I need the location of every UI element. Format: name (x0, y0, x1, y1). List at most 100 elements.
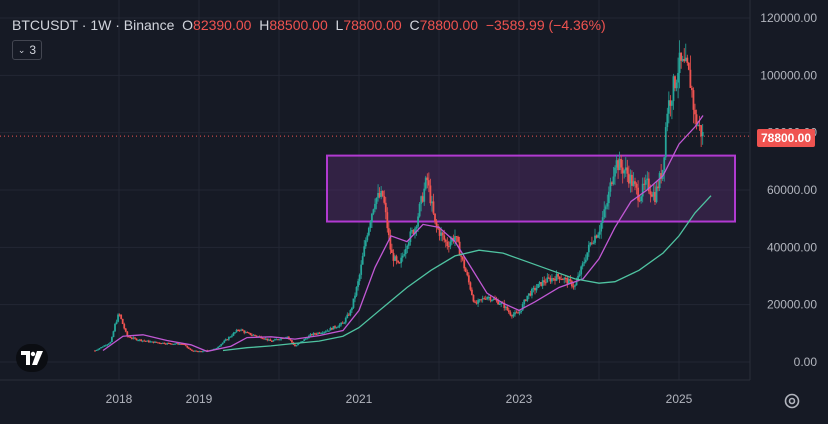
candle-body (467, 275, 470, 283)
candles (94, 40, 704, 353)
x-tick-label: 2021 (346, 392, 373, 406)
y-tick-label: 0.00 (794, 355, 818, 369)
candle-body (309, 334, 312, 336)
candle-body (649, 191, 652, 195)
candle-body (695, 114, 698, 126)
candle-body (651, 194, 653, 197)
candle-body (332, 326, 335, 330)
candle-body (217, 346, 219, 349)
candle-body (417, 216, 419, 227)
candle-body (538, 282, 541, 285)
candle-body (201, 351, 204, 353)
candle-body (511, 315, 513, 317)
candle-body (134, 337, 136, 339)
candle-body (483, 298, 486, 300)
candle-body (123, 324, 126, 329)
candle-body (181, 343, 184, 345)
candle-body (335, 327, 338, 329)
candle-body (351, 307, 353, 311)
candle-body (363, 246, 366, 257)
candle-body (341, 322, 344, 324)
candle-body (311, 334, 313, 336)
candle-body (407, 242, 410, 246)
candle-body (224, 339, 227, 341)
low-value: 78800.00 (343, 17, 402, 33)
candle-body (147, 340, 150, 343)
candle-body (664, 127, 667, 158)
candle-body (444, 239, 447, 242)
candle-body (297, 343, 299, 346)
candle-body (594, 235, 596, 243)
chevron-down-icon: ⌄ (17, 44, 26, 55)
y-axis: 0.0020000.0040000.0060000.0080000.001000… (749, 0, 818, 380)
candle-body (689, 69, 692, 88)
x-tick-label: 2023 (506, 392, 533, 406)
candle-body (317, 332, 319, 335)
candle-body (184, 344, 187, 346)
candle-body (474, 301, 476, 303)
moving-average-long (222, 195, 712, 352)
candle-body (112, 331, 115, 338)
candle-body (287, 336, 290, 339)
candle-body (197, 351, 199, 353)
symbol-header: BTCUSDT · 1W · Binance O82390.00 H88500.… (12, 17, 606, 33)
candle-body (532, 287, 535, 289)
candle-body (106, 344, 109, 346)
candle-body (215, 348, 218, 350)
candle-body (543, 280, 546, 283)
y-tick-label: 40000.00 (767, 240, 817, 254)
candle-body (291, 340, 293, 343)
symbol[interactable]: BTCUSDT (12, 17, 78, 33)
candle-body (154, 341, 156, 343)
candle-body (517, 312, 519, 314)
candle-body (455, 236, 458, 238)
candle-body (183, 344, 186, 346)
candle-body (231, 335, 233, 337)
candle-body (289, 338, 292, 341)
candle-body (609, 182, 612, 192)
candle-body (497, 300, 499, 305)
candle-body (272, 340, 275, 342)
candle-body (500, 302, 503, 304)
candle-body (406, 245, 409, 249)
candle-body (629, 174, 632, 184)
candle-body (95, 349, 98, 351)
candle-body (140, 339, 143, 342)
candle-body (149, 341, 152, 343)
candle-body (167, 343, 170, 345)
candle-body (544, 282, 547, 284)
candle-body (329, 327, 332, 331)
candle-body (694, 109, 696, 115)
candle-body (600, 223, 603, 232)
candle-body (552, 278, 555, 280)
candle-body (691, 87, 693, 91)
candle-body (367, 227, 370, 236)
candle-body (640, 196, 643, 202)
interval[interactable]: 1W (90, 17, 112, 33)
candle-body (141, 340, 144, 342)
candle-body (175, 343, 178, 345)
candle-body (698, 125, 701, 127)
candle-body (114, 323, 116, 332)
candle-body (161, 342, 164, 344)
candle-body (614, 167, 616, 177)
candle-body (235, 329, 238, 333)
candle-body (155, 341, 158, 343)
candle-body (346, 314, 349, 318)
candle-body (661, 169, 664, 179)
gear-icon[interactable] (782, 391, 802, 411)
candle-body (369, 222, 372, 228)
candle-body (524, 299, 527, 301)
candle-body (246, 332, 249, 334)
indicators-toggle-button[interactable]: ⌄ 3 (12, 40, 42, 60)
candle-body (687, 62, 690, 70)
tradingview-logo-icon[interactable] (16, 344, 48, 372)
candle-body (671, 101, 673, 106)
candle-body (426, 177, 429, 181)
candle-body (132, 337, 135, 339)
candle-body (672, 76, 675, 102)
candle-body (191, 349, 193, 351)
high-label: H (259, 17, 270, 33)
candle-body (526, 295, 529, 301)
